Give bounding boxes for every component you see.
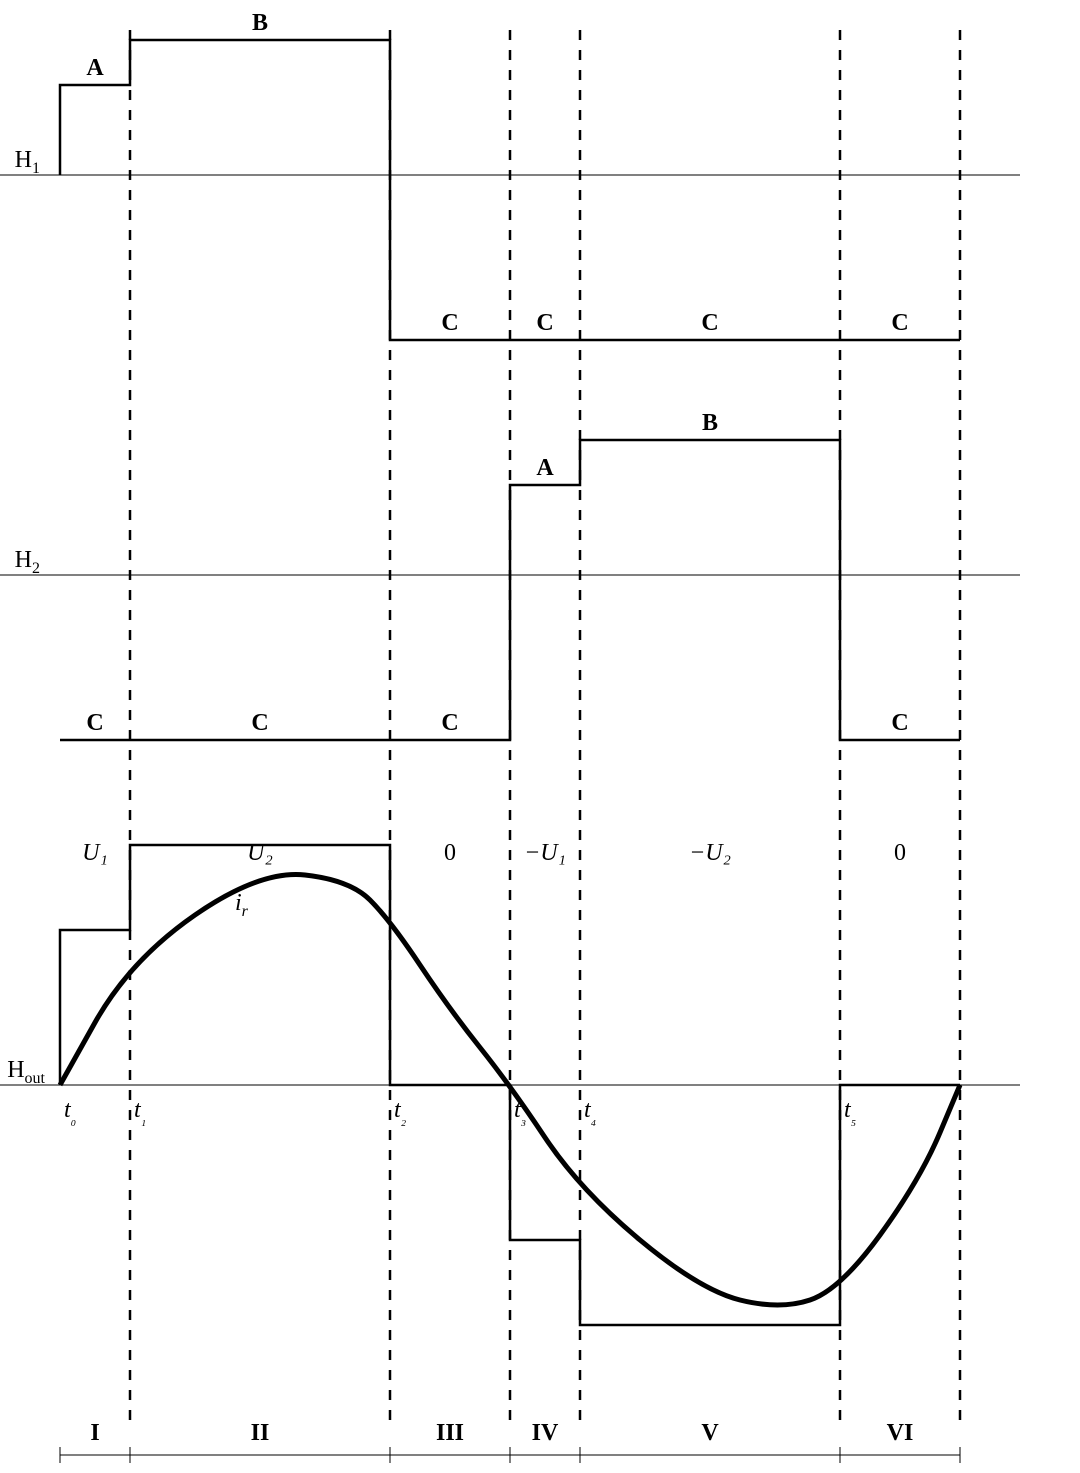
time-label: t₂ xyxy=(394,1097,407,1127)
hout-segment-label: −U₂ xyxy=(689,840,731,866)
h2-segment-label: C xyxy=(251,710,268,736)
h2-segment-label: C xyxy=(86,710,103,736)
h2-segment-label: B xyxy=(702,410,718,436)
region-label: III xyxy=(436,1420,464,1446)
hout-segment-label: U₁ xyxy=(82,840,108,866)
time-label: t₄ xyxy=(584,1097,596,1127)
h1-segment-label: B xyxy=(252,10,268,36)
hout-segment-label: U₂ xyxy=(247,840,273,866)
h1-segment-label: C xyxy=(891,310,908,336)
timing-diagram: H1 A B C C C C H2 C C C A B C Hout U₁ U₂ 0 −U₁ −U₂ 0 ir t₀ t₁ t₂… xyxy=(0,0,1080,1473)
time-label: t₃ xyxy=(514,1097,526,1127)
region-label: II xyxy=(251,1420,270,1446)
time-label: t₀ xyxy=(64,1097,76,1127)
time-label: t₅ xyxy=(844,1097,856,1127)
region-label: V xyxy=(701,1420,719,1446)
hout-segment-label: 0 xyxy=(894,840,906,866)
region-label: I xyxy=(90,1420,99,1446)
h1-segment-label: C xyxy=(536,310,553,336)
region-label: VI xyxy=(887,1420,914,1446)
region-label: IV xyxy=(532,1420,559,1446)
time-label: t₁ xyxy=(134,1097,146,1127)
h1-segment-label: C xyxy=(441,310,458,336)
h1-segment-label: A xyxy=(86,55,104,81)
h2-segment-label: C xyxy=(441,710,458,736)
hout-segment-label: −U₁ xyxy=(524,840,566,866)
hout-label: Hout xyxy=(7,1057,45,1087)
h2-segment-label: C xyxy=(891,710,908,736)
h1-label: H1 xyxy=(15,147,40,177)
h1-segment-label: C xyxy=(701,310,718,336)
h2-step-trace xyxy=(60,440,960,740)
h2-segment-label: A xyxy=(536,455,554,481)
h2-label: H2 xyxy=(15,547,40,577)
hout-segment-label: 0 xyxy=(444,840,456,866)
ir-label: ir xyxy=(235,890,249,920)
